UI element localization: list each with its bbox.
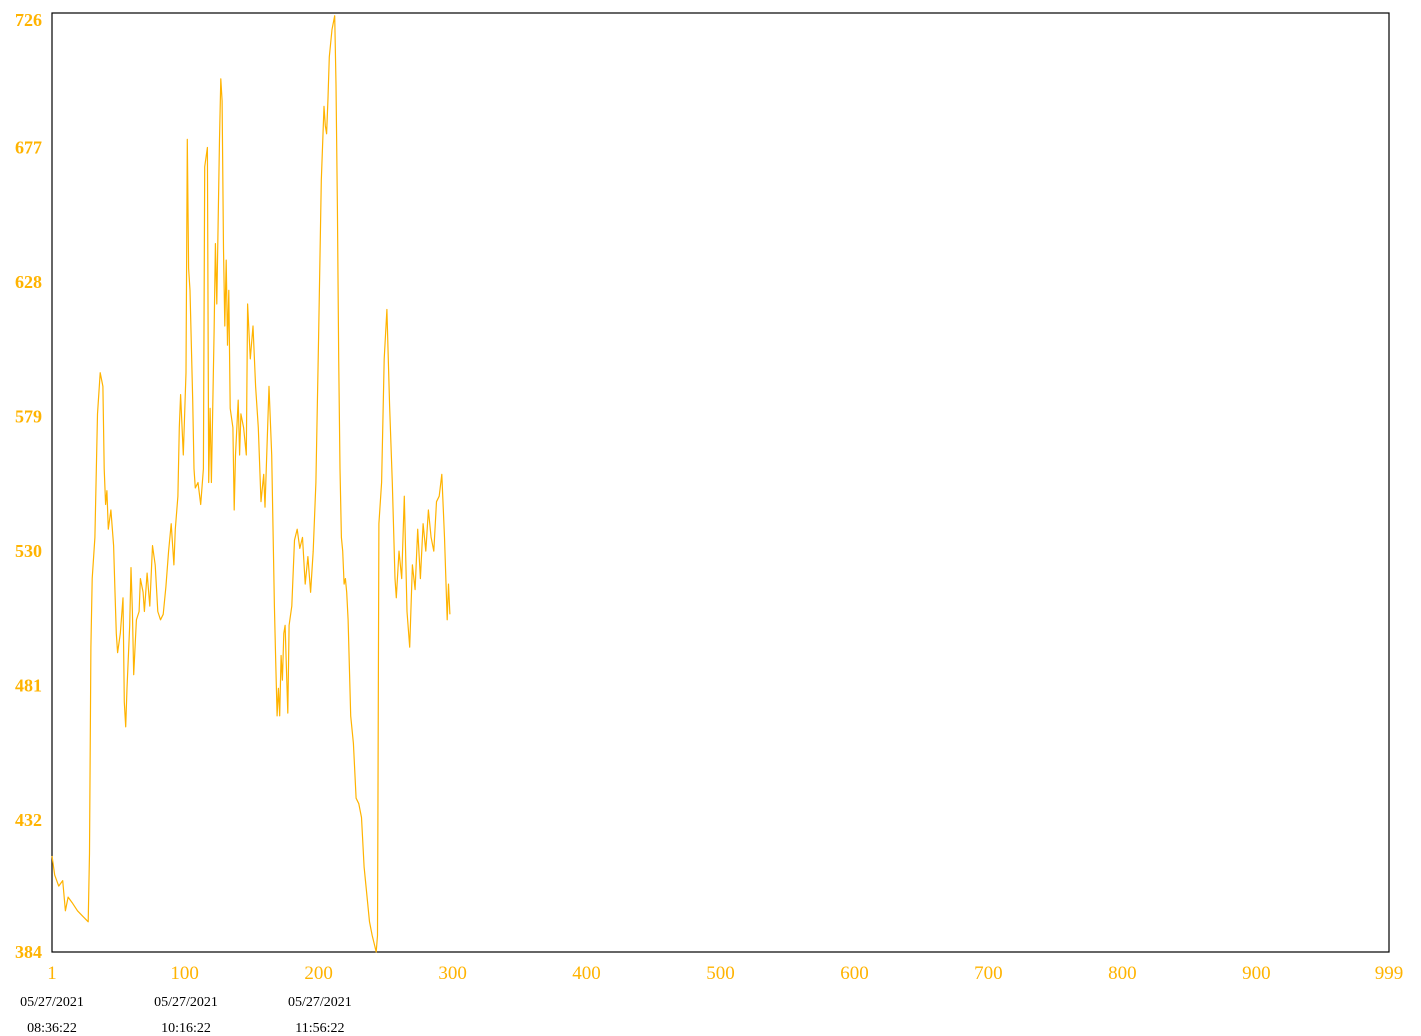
y-tick-label: 726 bbox=[15, 10, 42, 30]
x-tick-label: 700 bbox=[974, 963, 1003, 984]
x-time-label: 11:56:22 bbox=[295, 1021, 344, 1036]
x-time-label: 08:36:22 bbox=[27, 1021, 77, 1036]
x-date-label: 05/27/2021 bbox=[288, 995, 352, 1010]
y-tick-label: 579 bbox=[15, 407, 42, 427]
series-layer bbox=[51, 15, 451, 953]
y-tick-label: 481 bbox=[15, 676, 42, 696]
x-time-label: 10:16:22 bbox=[161, 1021, 211, 1036]
y-tick-label: 530 bbox=[15, 541, 42, 561]
y-tick-label: 432 bbox=[15, 810, 42, 830]
x-date-label: 05/27/2021 bbox=[154, 995, 218, 1010]
x-tick-label: 800 bbox=[1108, 963, 1137, 984]
x-tick-label: 300 bbox=[438, 963, 467, 984]
x-tick-label: 1 bbox=[47, 963, 57, 984]
series-line bbox=[51, 15, 451, 953]
x-tick-label: 900 bbox=[1242, 963, 1271, 984]
x-axis-date-labels: 05/27/2021 08:36:22 05/27/2021 10:16:22 05/2… bbox=[20, 995, 352, 1036]
plot-frame bbox=[51, 12, 1390, 953]
x-tick-label: 400 bbox=[572, 963, 601, 984]
x-tick-label: 200 bbox=[304, 963, 333, 984]
y-axis-ticks: 726 677 628 579 530 481 432 384 bbox=[15, 10, 42, 962]
x-tick-label: 999 bbox=[1375, 963, 1404, 984]
y-tick-label: 628 bbox=[15, 272, 42, 292]
x-tick-label: 500 bbox=[706, 963, 735, 984]
x-tick-label: 600 bbox=[840, 963, 869, 984]
y-tick-label: 384 bbox=[15, 942, 42, 962]
y-tick-label: 677 bbox=[15, 138, 42, 158]
x-axis-ticks: 1 100 200 300 400 500 600 700 800 900 999 bbox=[47, 963, 1403, 984]
x-date-label: 05/27/2021 bbox=[20, 995, 84, 1010]
x-tick-label: 100 bbox=[170, 963, 199, 984]
